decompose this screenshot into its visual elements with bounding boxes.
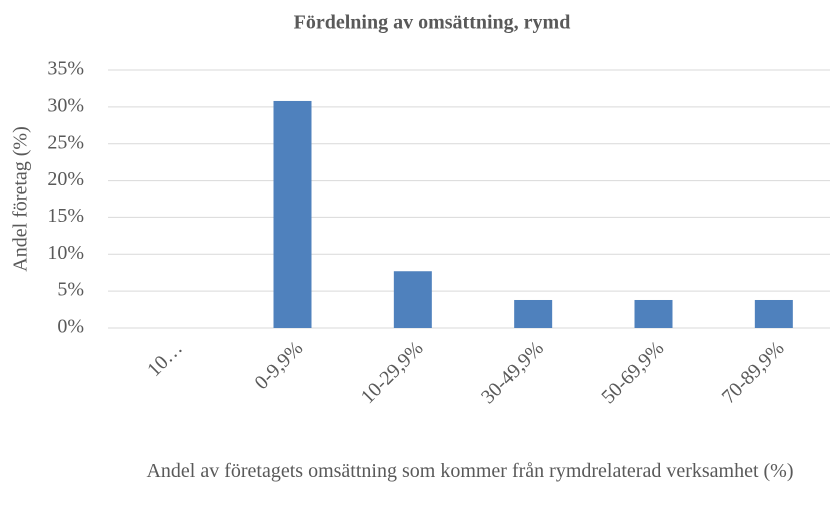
x-tick-label: 50-69,9%	[597, 337, 668, 408]
y-tick-label: 30%	[47, 94, 84, 116]
bar	[514, 299, 553, 328]
bar	[273, 100, 312, 329]
y-tick-label: 5%	[57, 279, 84, 301]
x-axis-title: Andel av företagets omsättning som komme…	[146, 460, 794, 482]
y-tick-label: 0%	[57, 316, 84, 338]
y-tick-label: 15%	[47, 205, 84, 227]
y-tick-label: 35%	[47, 58, 84, 80]
x-tick-label: 70-89,9%	[718, 337, 789, 408]
y-tick-label: 20%	[47, 168, 84, 190]
x-tick-label: 30-49,9%	[477, 337, 548, 408]
x-tick-label: 0-9,9%	[250, 337, 307, 394]
x-axis-title-box: Andel av företagets omsättning som komme…	[146, 460, 794, 482]
y-tick-label: 10%	[47, 242, 84, 264]
y-axis-title: Andel företag (%)	[10, 126, 32, 272]
x-tick-label: 10…	[143, 337, 187, 381]
chart-title: Fördelning av omsättning, rymd	[294, 12, 571, 34]
bar	[754, 299, 793, 328]
y-tick-label: 25%	[47, 131, 84, 153]
bar	[393, 271, 432, 328]
bar	[634, 299, 673, 328]
x-tick-label: 10-29,9%	[357, 337, 428, 408]
